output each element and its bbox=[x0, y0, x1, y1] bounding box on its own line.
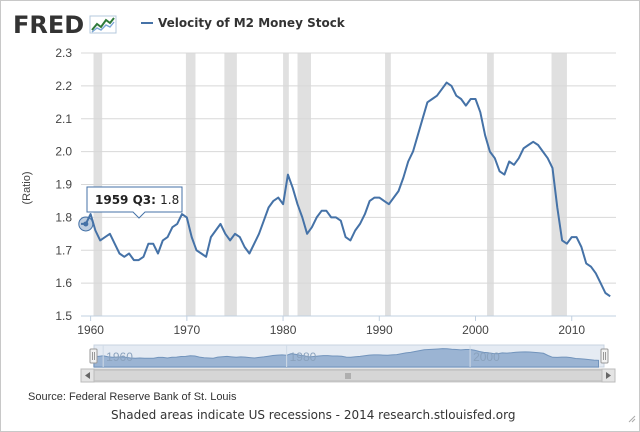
tooltip-label: 1959 Q3 bbox=[95, 193, 151, 207]
y-tick-label: 2.0 bbox=[55, 145, 72, 159]
navigator-ticks: 1960 1980 2000 bbox=[102, 345, 500, 367]
y-tick-label: 2.2 bbox=[55, 79, 72, 93]
navigator-selected-range[interactable] bbox=[94, 345, 604, 367]
y-tick-label: 1.8 bbox=[55, 210, 72, 224]
y-tick-label: 1.7 bbox=[55, 243, 72, 257]
fred-logo-graph-icon bbox=[89, 15, 117, 34]
source-note: Source: Federal Reserve Bank of St. Loui… bbox=[28, 391, 237, 403]
resize-grip-icon[interactable] bbox=[628, 415, 636, 423]
x-tick-label: 1980 bbox=[270, 323, 297, 337]
scroll-right-arrow-icon bbox=[606, 372, 611, 379]
y-axis-ticks: 1.5 1.6 1.7 1.8 1.9 2.0 2.1 2.2 2.3 bbox=[55, 46, 72, 323]
x-tick-label: 1970 bbox=[173, 323, 200, 337]
y-tick-label: 2.3 bbox=[55, 46, 72, 60]
tooltip-text: 1959 Q3: 1.8 bbox=[95, 193, 179, 207]
y-axis-title: (Ratio) bbox=[21, 171, 33, 204]
y-tick-label: 1.6 bbox=[55, 276, 72, 290]
tooltip-box bbox=[86, 186, 183, 219]
fred-logo[interactable]: FRED bbox=[13, 11, 117, 39]
tooltip-value: 1.8 bbox=[160, 193, 179, 207]
tooltip: 1959 Q3: 1.8 bbox=[86, 186, 183, 219]
navigator-tick-label: 1960 bbox=[106, 350, 133, 364]
fred-logo-text: FRED bbox=[13, 11, 84, 39]
scrollbar[interactable] bbox=[80, 368, 616, 383]
x-tick-label: 2000 bbox=[462, 323, 489, 337]
navigator-series-area bbox=[93, 348, 599, 368]
navigator-tick-label: 1980 bbox=[290, 350, 317, 364]
series-line-velocity-m2[interactable] bbox=[81, 81, 611, 298]
footer-note[interactable]: Shaded areas indicate US recessions - 20… bbox=[111, 408, 515, 422]
y-tick-label: 1.5 bbox=[55, 309, 72, 323]
navigator-left-handle[interactable] bbox=[89, 348, 98, 364]
navigator-tick-label: 2000 bbox=[473, 350, 500, 364]
gridlines bbox=[81, 52, 616, 284]
x-axis-ticks: 1960 1970 1980 1990 2000 2010 bbox=[77, 316, 585, 337]
x-tick-label: 2010 bbox=[558, 323, 585, 337]
legend-label: Velocity of M2 Money Stock bbox=[158, 16, 346, 30]
scroll-left-arrow-icon bbox=[85, 372, 90, 379]
y-tick-label: 1.9 bbox=[55, 178, 72, 192]
navigator-right-handle[interactable] bbox=[600, 348, 609, 364]
legend[interactable]: Velocity of M2 Money Stock bbox=[141, 16, 346, 30]
x-tick-label: 1990 bbox=[366, 323, 393, 337]
x-tick-label: 1960 bbox=[77, 323, 104, 337]
y-tick-label: 2.1 bbox=[55, 112, 72, 126]
hover-point-dot[interactable] bbox=[83, 221, 89, 227]
tooltip-colon: : bbox=[151, 193, 160, 207]
navigator[interactable]: 1960 1980 2000 bbox=[89, 344, 609, 368]
